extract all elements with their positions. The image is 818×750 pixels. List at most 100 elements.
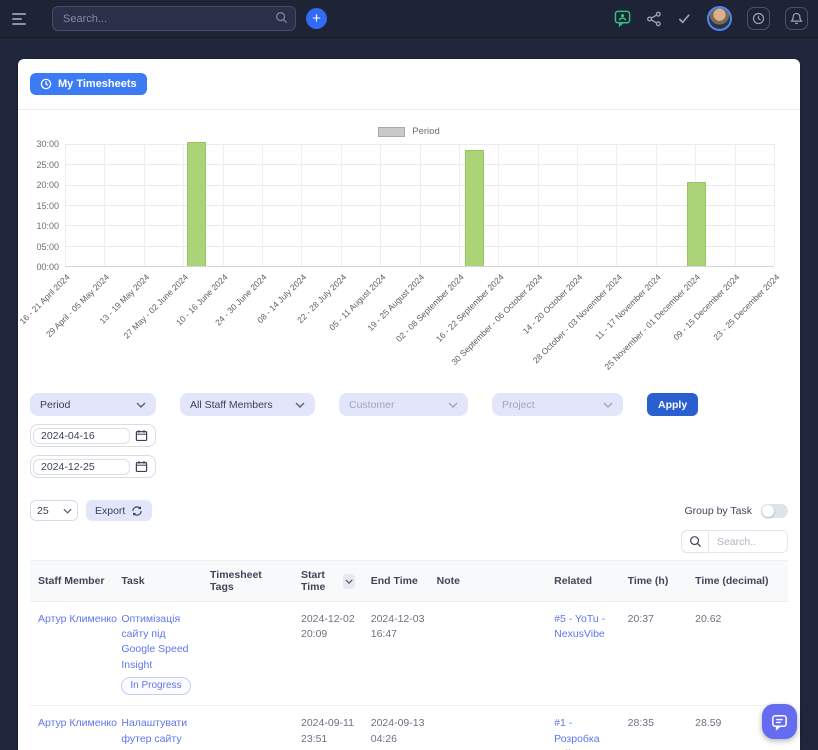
table-search-button[interactable] [681,530,708,553]
add-button[interactable]: + [306,8,327,29]
y-tick-label: 30:00 [36,139,59,149]
divider [18,109,800,110]
task-link[interactable]: Оптимізація сайту під Google Speed Insig… [121,613,188,671]
column-header-time-decimal-: Time (decimal) [687,561,788,602]
task-link[interactable]: Налаштувати футер сайту [121,717,187,744]
column-header-label: Time (h) [628,575,669,587]
table-controls: 25 Export Group by Task [30,500,788,521]
chevron-down-icon [603,402,613,408]
column-header-label: Related [554,575,592,587]
column-header-end-time: End Time [363,561,429,602]
check-icon[interactable] [677,11,692,26]
column-header-label: Time (decimal) [695,575,768,587]
column-header-label: Note [437,575,460,587]
cell-staff-member: Артур Клименко [30,706,113,750]
x-axis-label-text: 09 - 15 December 2024 [671,272,741,342]
v-gridline [104,144,105,266]
calendar-icon[interactable] [135,460,148,473]
column-header-staff-member: Staff Member [30,561,113,602]
cell-note [429,602,546,706]
x-axis-label-text: 02 - 08 September 2024 [394,272,466,344]
v-gridline [577,144,578,266]
main-card: My Timesheets Period 30:0025:0020:0015:0… [18,59,800,750]
column-header-label: Task [121,575,144,587]
v-gridline [341,144,342,266]
cell-start-time: 2024-12-0220:09 [293,602,363,706]
y-tick-label: 10:00 [36,221,59,231]
calendar-icon[interactable] [135,429,148,442]
cell-start-time: 2024-09-1123:51 [293,706,363,750]
column-header-timesheet-tags: Timesheet Tags [202,561,293,602]
chart-bar[interactable] [465,150,484,266]
cell-time-h: 28:35 [620,706,687,750]
export-button[interactable]: Export [86,500,152,521]
date-from-input[interactable]: 2024-04-16 [30,424,156,447]
staff-link[interactable]: Артур Клименко [38,717,117,729]
y-tick-label: 05:00 [36,242,59,252]
v-gridline [459,144,460,266]
sort-button[interactable] [343,574,354,589]
sync-icon [131,505,143,517]
column-header-label: Start Time [301,569,337,593]
v-gridline [735,144,736,266]
customer-select[interactable]: Customer [339,393,468,416]
date-to-value: 2024-12-25 [33,459,130,475]
staff-members-select[interactable]: All Staff Members [180,393,315,416]
my-timesheets-button[interactable]: My Timesheets [30,73,147,95]
legend-swatch [378,127,405,137]
v-gridline [420,144,421,266]
staff-link[interactable]: Артур Клименко [38,613,117,625]
period-select[interactable]: Period [30,393,156,416]
group-by-task-toggle[interactable] [761,504,788,518]
legend-label: Period [412,126,439,137]
share-icon[interactable] [646,11,662,27]
cell-end-time: 2024-09-1304:26 [363,706,429,750]
chart-x-axis: 16 - 21 April 202429 April - 05 May 2024… [65,267,774,379]
apply-button[interactable]: Apply [647,393,698,416]
table-row: Артур КлименкоОптимізація сайту під Goog… [30,602,788,706]
chevron-down-icon [295,402,305,408]
my-timesheets-label: My Timesheets [58,78,137,90]
date-to-input[interactable]: 2024-12-25 [30,455,156,478]
cell-staff-member: Артур Клименко [30,602,113,706]
v-gridline [65,144,66,266]
chevron-down-icon [136,402,146,408]
avatar[interactable] [707,6,732,31]
chat-launcher-button[interactable] [762,704,797,739]
cell-task: Налаштувати футер сайтуComplete [113,706,202,750]
cell-note [429,706,546,750]
v-gridline [301,144,302,266]
chat-bubble-icon [770,712,789,731]
related-link[interactable]: #1 - Розробка сайту UkrFix - UkrFix [554,717,599,750]
column-header-task: Task [113,561,202,602]
y-tick-label: 15:00 [36,201,59,211]
search-icon [689,535,702,548]
page-size-select[interactable]: 25 [30,500,78,521]
feedback-chat-icon[interactable] [614,10,631,27]
project-select[interactable]: Project [492,393,623,416]
bell-icon[interactable] [785,7,808,30]
cell-related: #5 - YoTu - NexusVibe [546,602,620,706]
chart-legend[interactable]: Period [30,126,788,137]
top-navbar: + [0,0,818,38]
cell-time-h: 20:37 [620,602,687,706]
chart-bar[interactable] [687,182,706,266]
cell-end-time: 2024-12-0316:47 [363,602,429,706]
v-gridline [380,144,381,266]
related-link[interactable]: #5 - YoTu - NexusVibe [554,613,605,640]
chart-plot [65,144,774,267]
chevron-down-icon [448,402,458,408]
cell-time-decimal: 20.62 [687,602,788,706]
table-search-input[interactable] [708,530,788,553]
date-from-value: 2024-04-16 [33,428,130,444]
v-gridline [183,144,184,266]
v-gridline [656,144,657,266]
clock-icon[interactable] [747,7,770,30]
column-header-label: End Time [371,575,418,587]
x-axis-label-text: 23 - 25 December 2024 [711,272,781,342]
navbar-search-input[interactable] [52,6,296,31]
timesheet-chart: Period 30:0025:0020:0015:0010:0005:0000:… [30,126,788,379]
chart-bar[interactable] [187,142,206,266]
clock-icon [40,78,52,90]
menu-icon[interactable] [12,13,28,25]
